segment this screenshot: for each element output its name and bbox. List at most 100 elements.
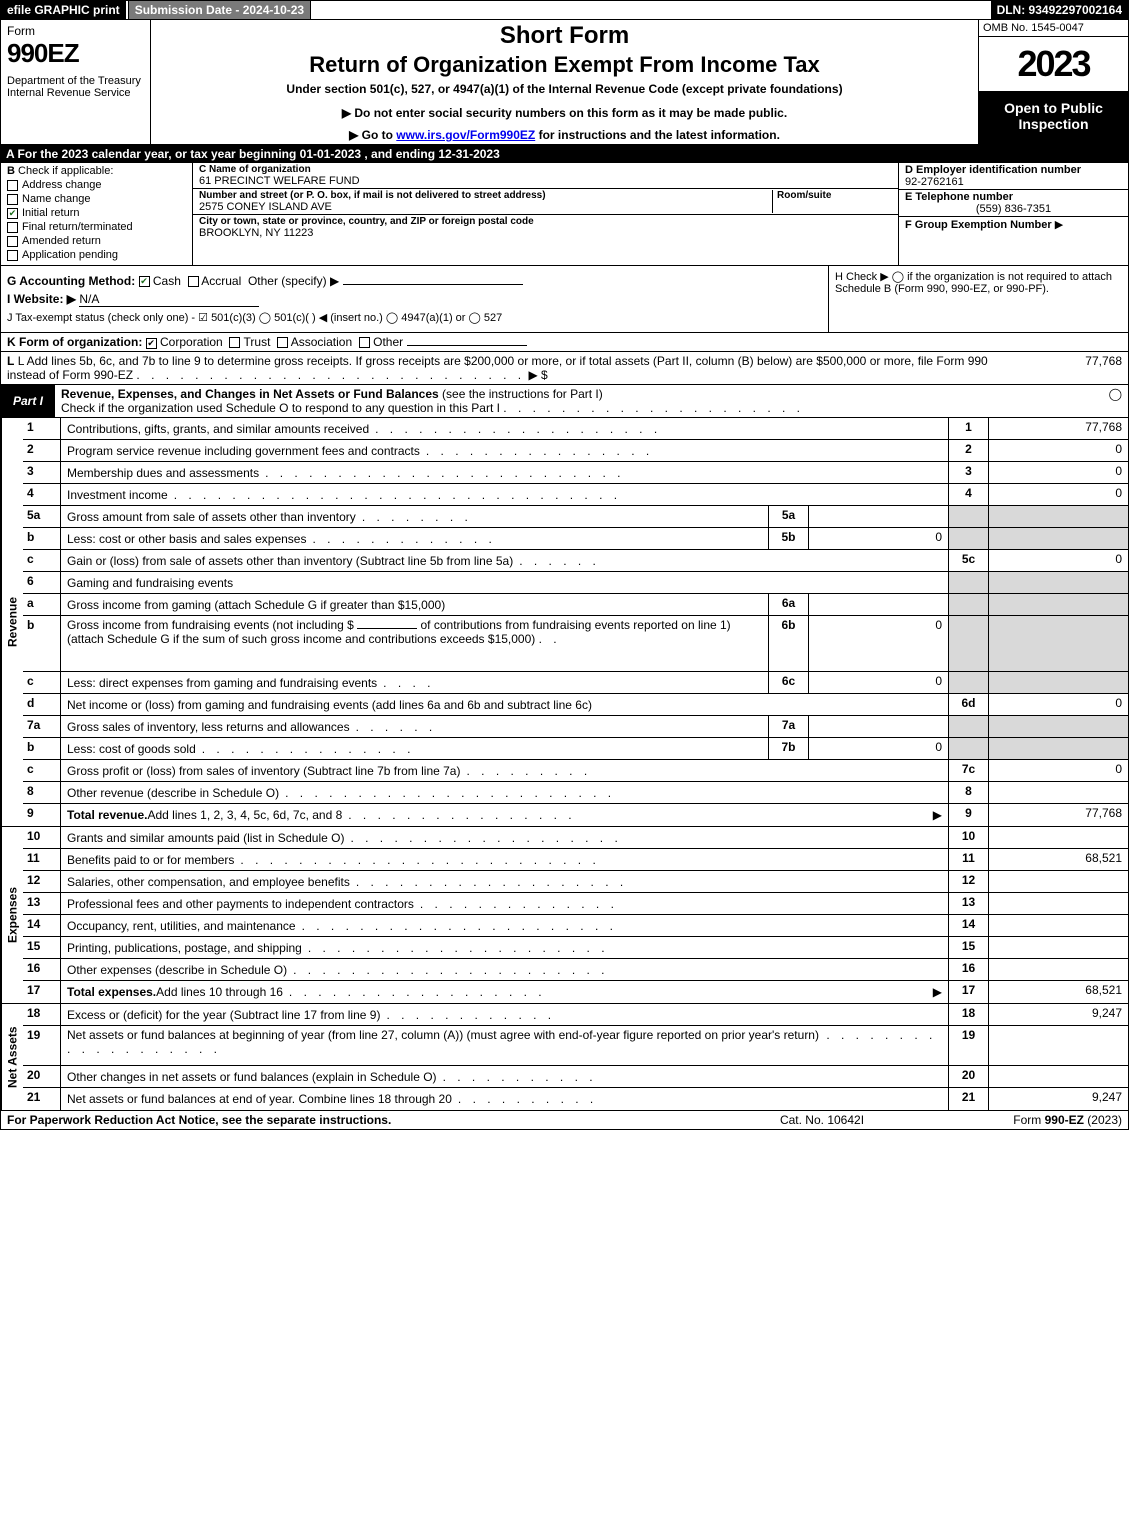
line-desc: Gross amount from sale of assets other t…	[61, 506, 768, 527]
line-num: 17	[23, 981, 61, 1003]
irs-link[interactable]: www.irs.gov/Form990EZ	[396, 128, 535, 142]
phone-label: E Telephone number	[905, 191, 1122, 203]
i-label: I Website: ▶	[7, 292, 76, 306]
line-subbox: 5a	[768, 506, 808, 527]
line-subval: 0	[808, 672, 948, 693]
checkbox-icon[interactable]	[7, 180, 18, 191]
line-subbox: 5b	[768, 528, 808, 549]
line-desc: Grants and similar amounts paid (list in…	[61, 827, 948, 848]
checkbox-icon[interactable]	[139, 276, 150, 287]
checkbox-icon[interactable]	[7, 250, 18, 261]
line-val-shade	[988, 716, 1128, 737]
revenue-side-label: Revenue	[1, 418, 23, 826]
header-right: OMB No. 1545-0047 2023 Open to Public In…	[978, 20, 1128, 144]
checkbox-icon[interactable]	[7, 194, 18, 205]
line-box: 8	[948, 782, 988, 803]
line-desc: Other expenses (describe in Schedule O).…	[61, 959, 948, 980]
chk-label: Initial return	[22, 207, 79, 219]
line-box: 5c	[948, 550, 988, 571]
checkbox-icon[interactable]: ✔	[146, 338, 157, 349]
chk-label: Address change	[22, 179, 102, 191]
line-4: 4 Investment income. . . . . . . . . . .…	[23, 484, 1128, 506]
form-word: Form	[7, 24, 144, 38]
line-text: Other expenses (describe in Schedule O)	[67, 963, 287, 977]
dots-icon: . . . . . . . . . . . . . . . . . . . . …	[285, 786, 942, 800]
line-text: Professional fees and other payments to …	[67, 897, 414, 911]
checkbox-icon[interactable]	[188, 276, 199, 287]
line-6: 6 Gaming and fundraising events	[23, 572, 1128, 594]
b-checkif: Check if applicable:	[18, 165, 113, 177]
checkbox-icon[interactable]	[7, 208, 18, 219]
blank-input[interactable]	[357, 628, 417, 629]
k-assoc: Association	[291, 335, 352, 349]
dots-icon: . . . . . . . . . . . . .	[312, 532, 762, 546]
line-val: 77,768	[988, 804, 1128, 826]
section-def: D Employer identification number 92-2762…	[898, 163, 1128, 265]
netassets-side-label: Net Assets	[1, 1004, 23, 1110]
line-val	[988, 893, 1128, 914]
dots-icon: . . . . . . . . . . . . . . . . . . .	[350, 831, 942, 845]
line-desc: Professional fees and other payments to …	[61, 893, 948, 914]
chk-label: Application pending	[22, 249, 118, 261]
k-other-input[interactable]	[407, 345, 527, 346]
line-box-shade	[948, 594, 988, 615]
line-6b: b Gross income from fundraising events (…	[23, 616, 1128, 672]
line-val: 77,768	[988, 418, 1128, 439]
line-num: c	[23, 550, 61, 571]
checkbox-icon[interactable]	[277, 337, 288, 348]
line-text: Net income or (loss) from gaming and fun…	[67, 698, 592, 712]
header-left: Form 990EZ Department of the Treasury In…	[1, 20, 151, 144]
line-text: Printing, publications, postage, and shi…	[67, 941, 302, 955]
dots-icon: . . . . . . . . . .	[458, 1092, 942, 1106]
g-other-input[interactable]	[343, 284, 523, 285]
line-val-shade	[988, 738, 1128, 759]
line-text: Gross amount from sale of assets other t…	[67, 510, 356, 524]
line-box-shade	[948, 506, 988, 527]
line-6d: d Net income or (loss) from gaming and f…	[23, 694, 1128, 716]
part1-title-bold: Revenue, Expenses, and Changes in Net As…	[61, 387, 439, 401]
line-19: 19 Net assets or fund balances at beginn…	[23, 1026, 1128, 1066]
l-value: 77,768	[1022, 354, 1122, 382]
dots-icon: . . . . . . . . .	[466, 764, 942, 778]
dots-icon: . . . . . . . . . . . . . . . . . .	[289, 985, 933, 999]
topbar-spacer	[311, 1, 990, 19]
line-text: Net assets or fund balances at beginning…	[67, 1028, 819, 1042]
line-desc: Membership dues and assessments. . . . .…	[61, 462, 948, 483]
line-1: 1 Contributions, gifts, grants, and simi…	[23, 418, 1128, 440]
arrow-icon: ▶	[933, 985, 942, 999]
line-text: Gross sales of inventory, less returns a…	[67, 720, 350, 734]
checkbox-icon[interactable]	[7, 222, 18, 233]
checkbox-icon[interactable]	[7, 236, 18, 247]
chk-label: Amended return	[22, 235, 101, 247]
phone-value: (559) 836-7351	[905, 203, 1122, 215]
line-text: Investment income	[67, 488, 168, 502]
line-num: 5a	[23, 506, 61, 527]
sub3-pre: ▶ Go to	[349, 128, 396, 142]
part1-tab: Part I	[1, 385, 55, 417]
checkbox-icon[interactable]	[229, 337, 240, 348]
line-text: Contributions, gifts, grants, and simila…	[67, 422, 369, 436]
line-desc: Contributions, gifts, grants, and simila…	[61, 418, 948, 439]
l-text: L L Add lines 5b, 6c, and 7b to line 9 t…	[7, 354, 1022, 382]
line-17: 17 Total expenses. Add lines 10 through …	[23, 981, 1128, 1003]
page-footer: For Paperwork Reduction Act Notice, see …	[0, 1111, 1129, 1130]
line-desc: Less: cost of goods sold. . . . . . . . …	[61, 738, 768, 759]
line-val	[988, 959, 1128, 980]
line-desc: Gross profit or (loss) from sales of inv…	[61, 760, 948, 781]
line-subbox: 6a	[768, 594, 808, 615]
k-corp: Corporation	[160, 335, 223, 349]
line-desc: Less: direct expenses from gaming and fu…	[61, 672, 768, 693]
department-label: Department of the Treasury Internal Reve…	[7, 75, 144, 99]
line-num: 6	[23, 572, 61, 593]
tax-year: 2023	[979, 37, 1128, 92]
dots-icon: . . . . . . . . . . . . . . . . . . . . …	[308, 941, 942, 955]
g-accrual: Accrual	[201, 274, 241, 288]
line-num: c	[23, 760, 61, 781]
line-val	[988, 1066, 1128, 1087]
part1-checkbox[interactable]: ◯	[1103, 385, 1128, 417]
line-val-shade	[988, 594, 1128, 615]
line-val: 9,247	[988, 1088, 1128, 1110]
checkbox-icon[interactable]	[359, 337, 370, 348]
line-text: Benefits paid to or for members	[67, 853, 234, 867]
chk-initial-return: Initial return	[7, 207, 186, 219]
